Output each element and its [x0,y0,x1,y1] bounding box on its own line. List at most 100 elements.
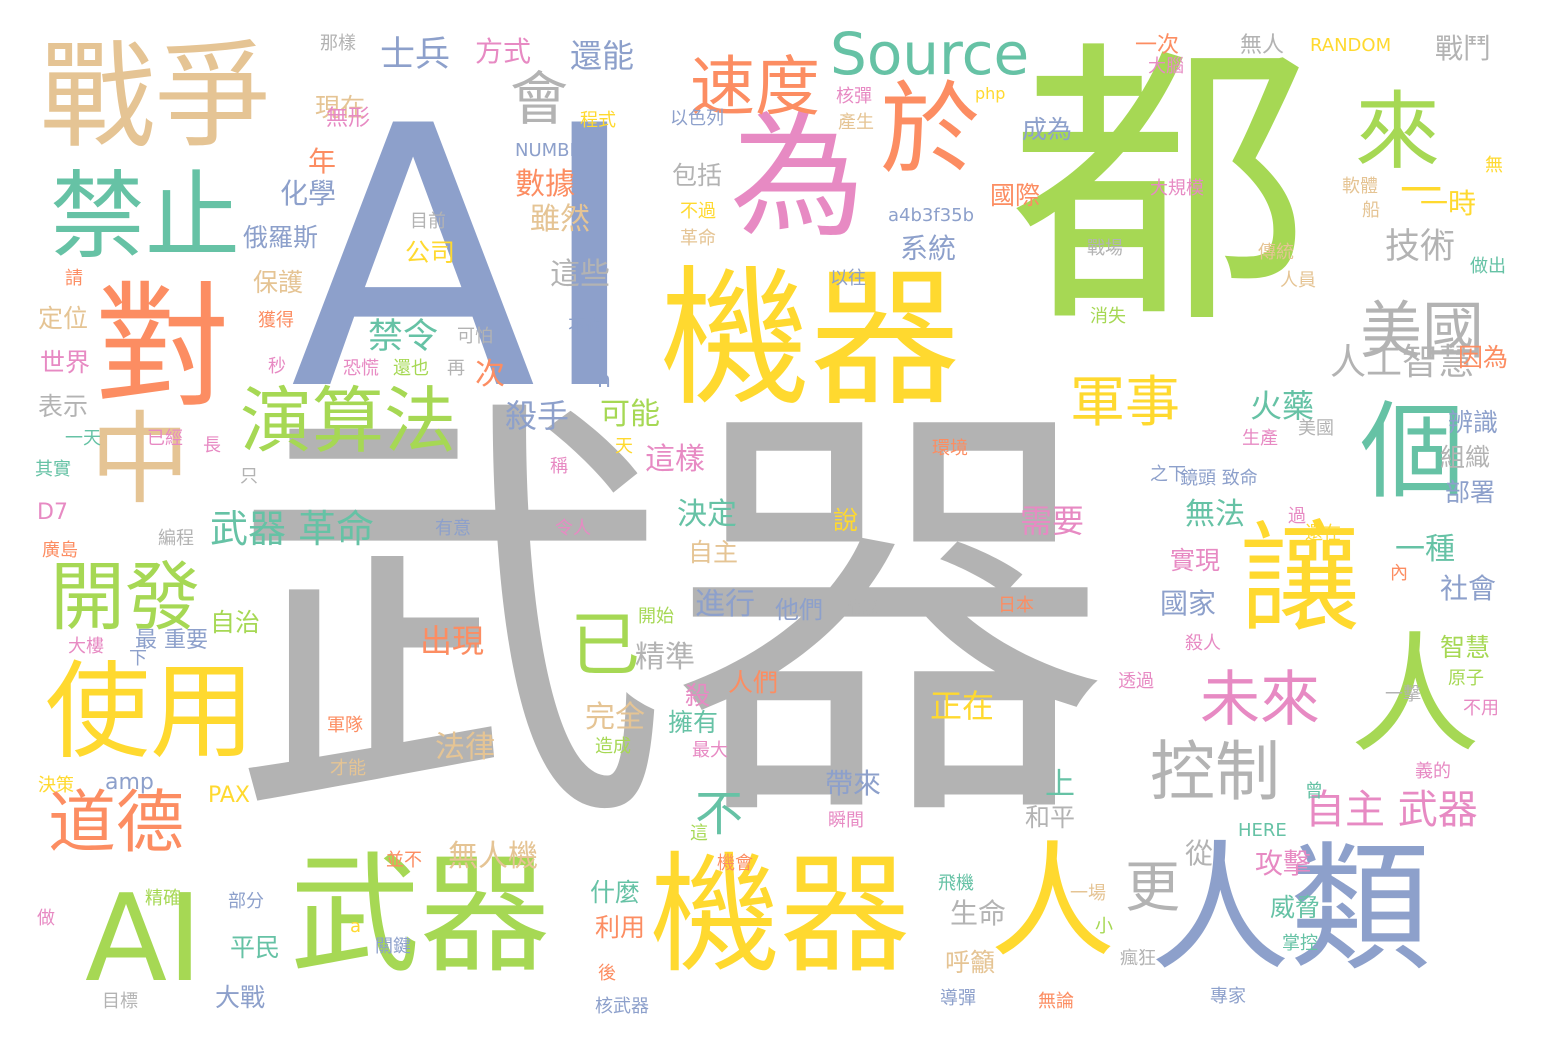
word: 人類 [1150,828,1431,991]
word: 再 [447,358,465,379]
word: 部署 [1445,478,1496,507]
word: 法律 [435,730,495,765]
word: 威脅 [1270,893,1321,922]
word: 掌控 [1282,933,1318,954]
word: 人 [1350,619,1481,771]
word: 他們 [775,596,823,624]
word: 曾 [1305,781,1323,802]
word: 核武器 [595,996,649,1017]
word: 現在 [315,93,366,122]
word: 國家 [1160,587,1217,620]
word: 軍事 [1070,370,1181,434]
word: a [350,916,362,937]
word: 殺人 [1185,633,1221,654]
word: 人 [990,830,1115,975]
word: 正在 [930,687,995,725]
word: 無人機 [448,839,538,874]
word: 義的 [1415,761,1451,782]
word: 無人 [1240,33,1285,58]
word: 不用 [1463,698,1499,719]
word: 社會 [1440,572,1497,605]
word: 環境 [932,438,968,459]
word: 日本 [998,595,1034,616]
word: 大規模 [1150,178,1204,199]
word: 控制 [1150,735,1281,810]
word: 技術 [1385,227,1456,267]
word: 來 [1355,83,1441,182]
word: 船 [1362,200,1380,221]
word: 火藥 [1250,387,1315,425]
word: 擁有 [668,708,719,737]
word: 戰爭 [40,30,271,164]
word: 透過 [1118,671,1154,692]
word: 機會 [717,853,753,874]
word: php [975,84,1006,103]
word: 後 [598,963,616,984]
word: 帶來 [825,767,882,800]
word: 俄羅斯 [243,223,319,252]
word: 那樣 [320,33,356,54]
word: 目前 [410,211,446,232]
word: 專家 [1210,986,1246,1007]
word: 機器 [650,839,911,991]
word: 獲得 [258,310,294,331]
word: 一次 [1135,33,1180,58]
word: NUMBER [515,140,594,161]
word: 長 [203,435,221,456]
word: 公司 [405,238,456,267]
word: 從 [1185,837,1214,870]
word: a4b3f35b [888,205,975,226]
word: 國際 [990,181,1041,210]
word: 系統 [900,232,957,265]
word: 什麼 [590,878,641,907]
word: 次 [475,357,505,392]
word: 無 [1485,155,1503,176]
word: 鏡頭 致命 [1180,468,1258,489]
word: amp [105,770,154,795]
word: 辨識 [1448,408,1499,437]
word: 一種 [1395,532,1455,567]
word: 軟體 [1342,176,1378,197]
word: 禁止 [50,162,241,272]
word: 開發 [50,553,201,641]
word: 最大 [692,740,728,761]
word: 呼籲 [945,948,996,977]
word: 攻擊 [1255,847,1312,880]
word: 內 [1390,563,1408,584]
word: 還在 [1305,523,1341,544]
word: 生命 [950,897,1007,930]
word: 程式 [580,110,616,131]
word: 進行 [695,587,755,622]
word: 最 重要 [135,628,208,653]
word: 廣島 [42,540,78,561]
word: 組織 [1440,443,1491,472]
word: 以色列 [670,108,724,129]
word: 自主 武器 [1305,787,1478,833]
word: 可能 [600,397,660,432]
word: 下 [129,648,147,669]
word: 已 [570,604,640,686]
word: 利用 [595,913,646,942]
word: 更 [1125,855,1181,919]
word: 需要 [1020,502,1085,540]
word: 還能 [570,37,635,75]
word: 只 [240,466,258,487]
word: 軍隊 [327,715,363,736]
word: 人工智慧 [1330,342,1475,383]
word: 瘋狂 [1120,948,1156,969]
word: 說 [833,506,859,535]
word: 大戰 [215,983,266,1012]
word: 美國 [1298,418,1334,439]
word: 包括 [672,161,723,190]
word: 會 [510,65,569,133]
word: 化學 [280,177,337,210]
word: D7 [37,500,68,525]
word: 稱 [550,456,568,477]
word: 部分 [228,891,264,912]
word: 上 [1045,767,1075,802]
word: 核彈 [836,86,872,107]
word: 雖然 [530,202,590,237]
word: 目標 [102,991,138,1012]
word: RANDOM [1310,35,1392,56]
word: 難以 [843,598,879,619]
